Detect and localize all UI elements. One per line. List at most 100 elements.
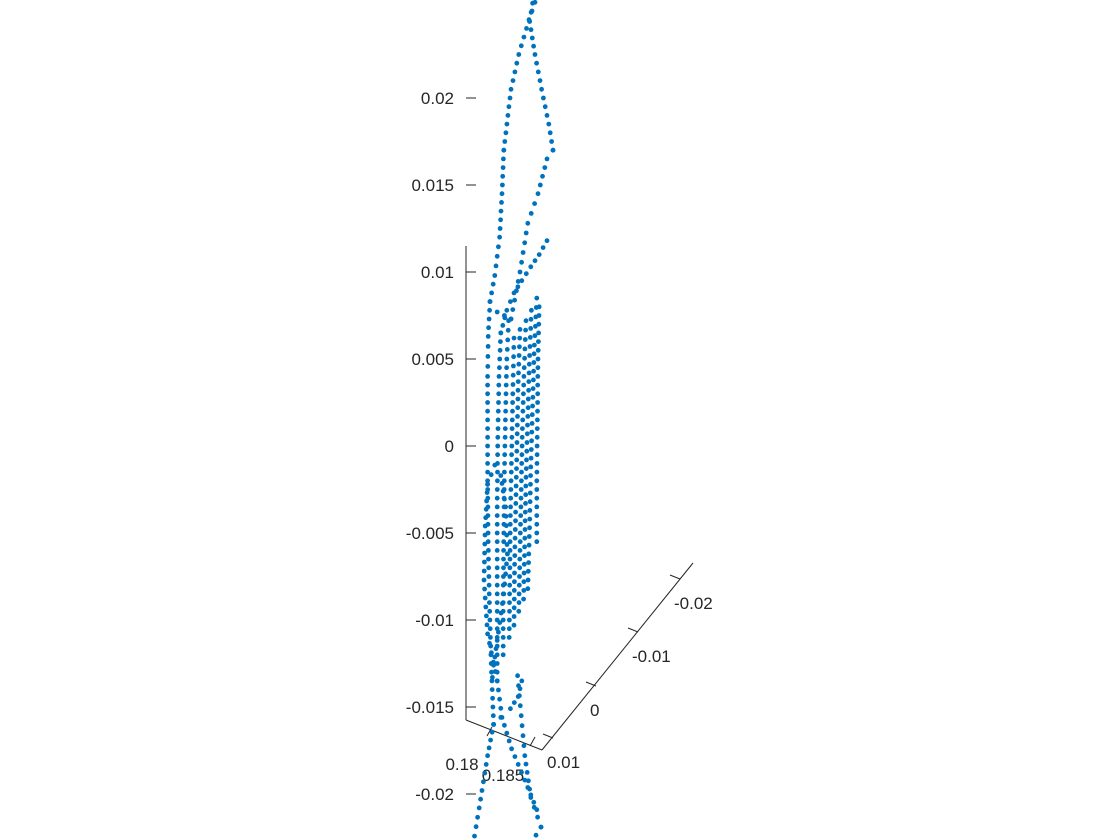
z-tick-label: -0.01 (415, 611, 454, 630)
scatter-point (484, 622, 490, 628)
scatter-point (517, 565, 523, 571)
scatter-point (485, 481, 490, 487)
scatter-point (494, 487, 500, 492)
scatter-point (507, 600, 512, 605)
scatter-point (522, 527, 528, 532)
scatter-point (504, 365, 509, 371)
scatter-point (494, 582, 500, 588)
scatter-point (516, 353, 522, 358)
scatter-point (485, 334, 491, 339)
scatter-point (526, 551, 532, 557)
scatter-point (515, 379, 521, 384)
scatter-point (528, 481, 533, 487)
scatter-point (529, 429, 535, 435)
scatter-point (516, 600, 522, 605)
scatter-point (498, 330, 504, 336)
scatter-point (499, 200, 504, 205)
scatter-point (494, 635, 500, 640)
scatter-point (542, 104, 548, 110)
scatter-point (497, 365, 502, 371)
scatter-point (521, 570, 527, 576)
scatter-point (511, 588, 517, 593)
scatter-point (519, 478, 524, 484)
scatter-point (524, 26, 529, 31)
scatter-point (521, 561, 527, 567)
scatter-point (535, 814, 540, 820)
scatter-point (514, 431, 520, 437)
scatter-point (527, 525, 532, 531)
scatter-point (507, 608, 512, 614)
scatter-point (515, 414, 520, 419)
scatter-point (535, 408, 540, 414)
scatter-point (531, 351, 537, 357)
scatter-point (523, 501, 528, 506)
scatter-point (497, 226, 503, 231)
scatter-point (522, 544, 527, 550)
scatter-point (520, 408, 526, 414)
scatter-point (539, 86, 544, 92)
scatter-point (501, 147, 507, 153)
scatter-point (534, 513, 540, 518)
scatter-point (528, 316, 534, 322)
scatter-point (528, 473, 533, 478)
scatter-point (516, 52, 522, 57)
scatter-point (500, 600, 506, 605)
scatter-point (486, 565, 492, 571)
scatter-point (527, 19, 532, 24)
scatter-point (507, 548, 513, 553)
scatter-point (517, 344, 522, 350)
scatter-point (514, 422, 520, 428)
scatter-point (507, 565, 513, 571)
scatter-point (501, 495, 507, 501)
scatter-point (500, 617, 506, 623)
scatter-point (482, 559, 487, 565)
scatter-point (534, 443, 540, 449)
scatter-point (475, 814, 480, 820)
scatter-point (485, 461, 490, 466)
scatter-point (517, 269, 523, 275)
scatter-point (513, 492, 519, 498)
scatter-point (535, 391, 541, 397)
z-tick-label: 0.015 (411, 176, 454, 195)
scatter-point (486, 745, 492, 751)
scatter-point (519, 461, 525, 466)
scatter-point (538, 824, 544, 830)
scatter-point (501, 574, 506, 579)
scatter-point (523, 492, 529, 498)
scatter-point (526, 542, 532, 548)
scatter-point (514, 448, 520, 454)
scatter-point (529, 307, 534, 313)
scatter-point (499, 191, 505, 197)
scatter-point (494, 539, 500, 545)
scatter-point (500, 652, 506, 658)
scatter-point (497, 356, 503, 362)
z-axis-ticks: 0.02 0.015 0.01 0.005 0 -0.005 -0.01 -0.015 -0.0… (406, 89, 476, 804)
scatter-point (482, 770, 488, 776)
scatter-point (525, 396, 531, 402)
scatter-point (510, 78, 516, 83)
scatter-point (486, 316, 492, 322)
y-axis-ticks: -0.02 -0.01 0 0.01 (542, 574, 713, 772)
scatter-point (521, 391, 526, 397)
scatter-point (526, 361, 532, 367)
scatter-point (519, 769, 524, 775)
scatter-point (535, 374, 541, 379)
scatter-point (504, 121, 510, 127)
scatter-point (487, 608, 493, 614)
scatter-point (528, 455, 534, 461)
scatter-point (518, 513, 524, 518)
scatter-point (520, 250, 526, 255)
scatter-point (495, 443, 501, 449)
scatter-point (497, 347, 503, 353)
scatter-point (522, 777, 528, 783)
scatter-point (520, 426, 525, 431)
scatter-point (485, 504, 491, 510)
scatter-point (485, 530, 491, 536)
scatter-point (544, 156, 550, 162)
scatter-point (489, 678, 495, 684)
scatter-point (485, 469, 490, 475)
scatter-point (506, 738, 512, 744)
scatter-point (490, 704, 496, 710)
scatter-point (508, 706, 513, 712)
scatter-point (528, 9, 534, 15)
